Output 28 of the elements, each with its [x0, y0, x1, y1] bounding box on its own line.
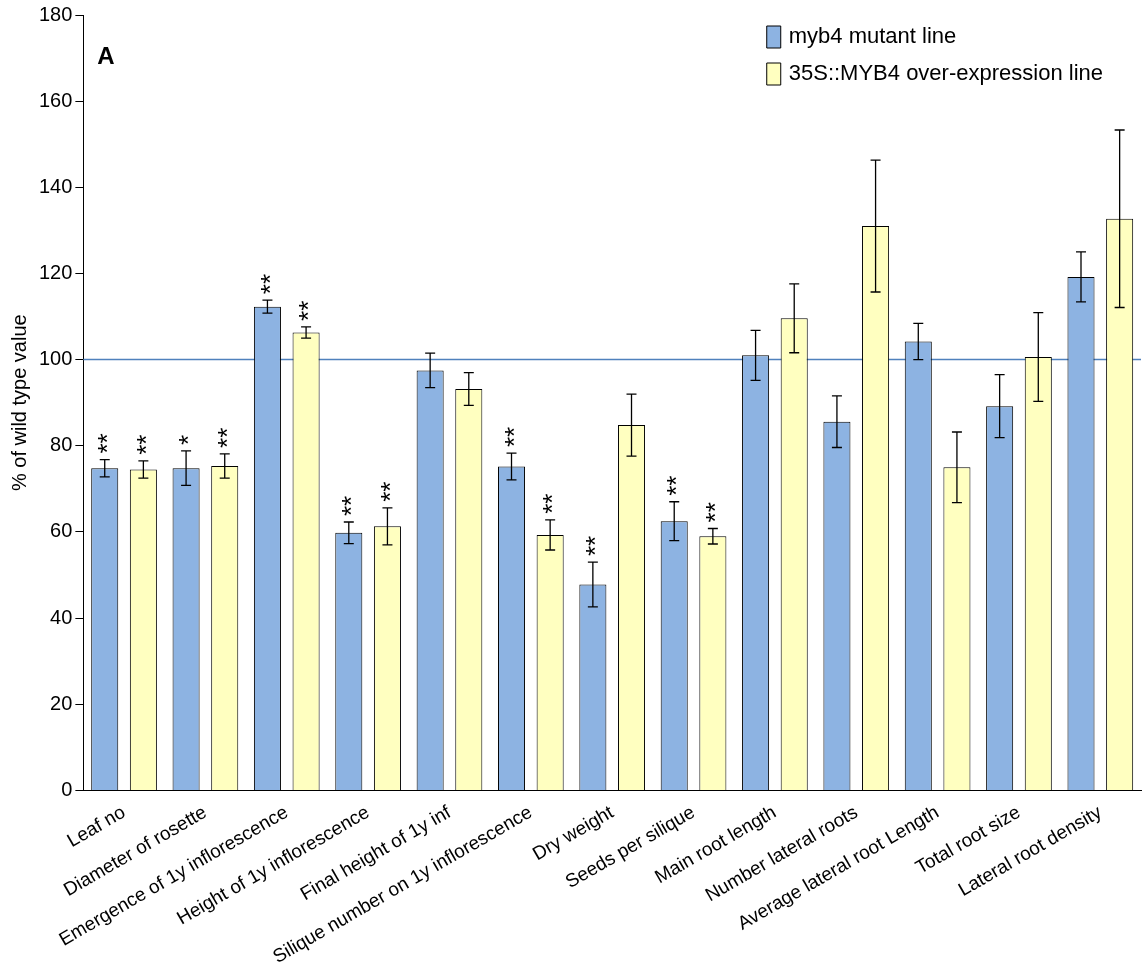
- y-tick-label: 20: [50, 691, 73, 714]
- y-tick-label: 0: [61, 777, 73, 800]
- y-tick-label: 60: [50, 519, 73, 542]
- legend-label: 35S::MYB4 over-expression line: [788, 60, 1103, 86]
- y-tick-label: 40: [50, 605, 73, 628]
- annotation: **: [580, 535, 611, 557]
- annotation: **: [498, 426, 529, 448]
- y-tick-label: 140: [38, 174, 73, 197]
- y-tick-label: 120: [38, 260, 73, 283]
- annotation: A: [97, 41, 115, 69]
- legend-label: myb4 mutant line: [788, 23, 957, 49]
- annotation: **: [335, 495, 366, 517]
- annotation: **: [293, 300, 324, 321]
- y-tick-label: 80: [50, 433, 73, 456]
- annotation: *: [173, 434, 204, 445]
- annotation: **: [700, 502, 731, 523]
- y-tick-label: 160: [38, 88, 73, 111]
- annotation: **: [661, 475, 692, 496]
- annotation: **: [91, 433, 122, 454]
- annotation: **: [130, 434, 161, 455]
- x-tick-label: Leaf no: [63, 801, 129, 851]
- y-tick-label: 180: [38, 2, 73, 25]
- y-axis-title: % of wild type value: [7, 314, 30, 492]
- y-tick-label: 100: [38, 347, 73, 370]
- annotation: **: [374, 481, 405, 502]
- annotation: **: [254, 273, 285, 295]
- annotation: **: [211, 427, 242, 448]
- annotation: **: [537, 493, 568, 514]
